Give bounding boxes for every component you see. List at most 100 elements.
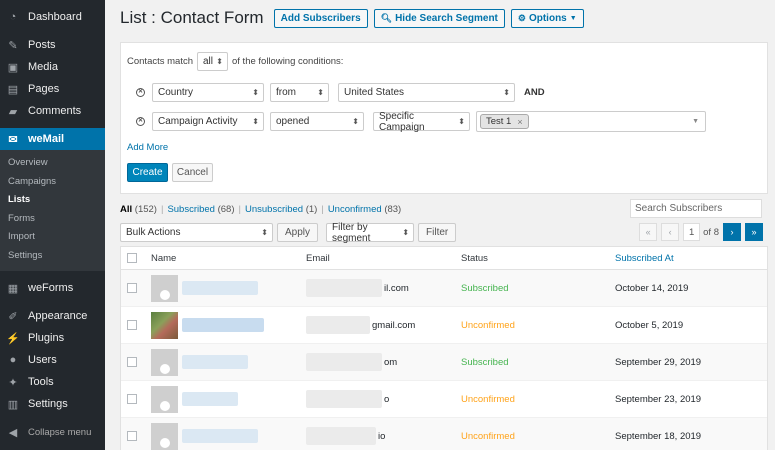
select-caret-icon: ⬍ bbox=[252, 88, 259, 97]
table-row: gmail.com Unconfirmed October 5, 2019 bbox=[121, 307, 767, 344]
subscriber-name[interactable] bbox=[151, 385, 306, 413]
subscriber-name[interactable] bbox=[151, 422, 306, 450]
row-checkbox[interactable] bbox=[127, 394, 137, 404]
condition-value-select[interactable]: Specific Campaign ⬍ bbox=[373, 111, 470, 133]
submenu-settings[interactable]: Settings bbox=[8, 249, 43, 261]
status-label: Subscribed bbox=[461, 356, 509, 368]
row-checkbox[interactable] bbox=[127, 357, 137, 367]
blurred-name bbox=[182, 318, 264, 332]
filter-unconfirmed[interactable]: Unconfirmed (83) bbox=[327, 204, 402, 215]
condition-operator-select[interactable]: opened ⬍ bbox=[270, 112, 364, 131]
subscriber-name[interactable] bbox=[151, 348, 306, 376]
menu-dashboard[interactable]: ◔ Dashboard bbox=[0, 6, 105, 28]
condition-field-select[interactable]: Country ⬍ bbox=[152, 83, 264, 102]
pages-icon: ▤ bbox=[7, 83, 19, 96]
blurred-email bbox=[306, 353, 382, 371]
subscriber-email: om bbox=[306, 353, 461, 371]
menu-users[interactable]: ● Users bbox=[0, 349, 105, 371]
search-icon: 🔍︎ bbox=[380, 12, 393, 23]
subscriber-name[interactable] bbox=[151, 311, 306, 339]
condition-value-select[interactable]: United States ⬍ bbox=[338, 83, 515, 102]
select-caret-icon: ⬍ bbox=[352, 117, 359, 126]
blurred-email bbox=[306, 316, 370, 334]
condition-row: ✕ Country ⬍ from ⬍ United States ⬍ AND bbox=[136, 83, 545, 102]
menu-plugins[interactable]: ⚡ Plugins bbox=[6, 332, 65, 345]
menu-wemail[interactable]: ✉ weMail bbox=[0, 128, 105, 150]
admin-sidebar: ◔ Dashboard ✎ Posts ▣ Media ▤ Pages ▰ Comment… bbox=[0, 0, 105, 450]
remove-condition-icon[interactable]: ✕ bbox=[136, 88, 145, 97]
pagination: « ‹ 1 of 8 › » bbox=[635, 223, 763, 241]
match-condition-row: Contacts match all ⬍ of the following con… bbox=[127, 52, 343, 71]
filter-button[interactable]: Filter bbox=[418, 223, 457, 242]
main-content: List : Contact Form Add Subscribers 🔍︎ Hi… bbox=[105, 0, 775, 450]
select-caret-icon: ⬍ bbox=[216, 57, 223, 66]
prev-page-button[interactable]: ‹ bbox=[661, 223, 680, 241]
menu-tools[interactable]: ✦ Tools bbox=[0, 371, 105, 393]
current-page-input[interactable]: 1 bbox=[683, 223, 701, 241]
menu-settings[interactable]: ▥ Settings bbox=[7, 398, 68, 411]
submenu-lists[interactable]: Lists bbox=[8, 194, 31, 205]
collapse-menu-button[interactable]: ◀ Collapse menu bbox=[0, 421, 105, 443]
collapse-icon: ◀ bbox=[8, 426, 18, 439]
remove-condition-icon[interactable]: ✕ bbox=[136, 117, 145, 126]
subscriber-email: o bbox=[306, 390, 461, 408]
mail-icon: ✉ bbox=[8, 133, 18, 146]
cancel-button[interactable]: Cancel bbox=[172, 163, 213, 182]
filter-subscribed[interactable]: Subscribed (68) bbox=[167, 204, 235, 215]
match-type-select[interactable]: all ⬍ bbox=[197, 52, 228, 71]
row-checkbox[interactable] bbox=[127, 431, 137, 441]
media-icon: ▣ bbox=[7, 61, 19, 74]
status-label: Unconfirmed bbox=[461, 430, 515, 442]
subscriber-name[interactable] bbox=[151, 274, 306, 302]
subscribed-date: September 23, 2019 bbox=[615, 393, 702, 405]
blurred-email bbox=[306, 427, 376, 445]
table-row: om Subscribed September 29, 2019 bbox=[121, 344, 767, 381]
remove-tag-icon[interactable]: × bbox=[517, 116, 523, 127]
select-all-checkbox[interactable] bbox=[127, 253, 137, 263]
page-count: of 8 bbox=[703, 226, 719, 238]
campaign-tag: Test 1 × bbox=[480, 114, 529, 129]
options-button[interactable]: ⚙ Options ▼ bbox=[510, 8, 584, 28]
first-page-button[interactable]: « bbox=[639, 223, 658, 241]
submenu-forms[interactable]: Forms bbox=[8, 212, 35, 224]
submenu-campaigns[interactable]: Campaigns bbox=[8, 175, 57, 187]
page-title: List : Contact Form bbox=[120, 8, 264, 27]
chevron-down-icon: ▼ bbox=[569, 14, 577, 22]
campaign-multiselect[interactable]: Test 1 × ▼ bbox=[476, 111, 706, 132]
menu-media[interactable]: ▣ Media bbox=[7, 61, 58, 74]
submenu-import[interactable]: Import bbox=[8, 231, 35, 242]
blurred-name bbox=[182, 429, 258, 443]
condition-operator-select[interactable]: from ⬍ bbox=[270, 83, 329, 102]
hide-search-segment-button[interactable]: 🔍︎ Hide Search Segment bbox=[373, 8, 505, 28]
last-page-button[interactable]: » bbox=[745, 223, 763, 241]
menu-posts[interactable]: ✎ Posts bbox=[0, 34, 105, 56]
apply-button[interactable]: Apply bbox=[277, 223, 319, 242]
blurred-email bbox=[306, 279, 382, 297]
status-label: Subscribed bbox=[461, 282, 509, 294]
add-more-link[interactable]: Add More bbox=[127, 142, 169, 153]
gear-icon: ⚙ bbox=[517, 12, 526, 23]
filter-unsubscribed[interactable]: Unsubscribed (1) bbox=[244, 204, 318, 215]
row-checkbox[interactable] bbox=[127, 283, 137, 293]
row-checkbox[interactable] bbox=[127, 320, 137, 330]
create-button[interactable]: Create bbox=[127, 163, 168, 182]
subscribed-date: October 14, 2019 bbox=[615, 282, 689, 294]
search-subscribers-input[interactable]: Search Subscribers bbox=[630, 199, 762, 218]
menu-weforms[interactable]: ▦ weForms bbox=[7, 282, 74, 295]
condition-row: ✕ Campaign Activity ⬍ opened ⬍ Specific Ca… bbox=[136, 111, 706, 133]
menu-comments[interactable]: ▰ Comments bbox=[0, 100, 105, 122]
next-page-button[interactable]: › bbox=[723, 223, 741, 241]
condition-field-select[interactable]: Campaign Activity ⬍ bbox=[152, 112, 264, 131]
menu-pages[interactable]: ▤ Pages bbox=[7, 83, 60, 96]
add-subscribers-button[interactable]: Add Subscribers bbox=[273, 8, 368, 28]
menu-appearance[interactable]: ✐ Appearance bbox=[0, 305, 105, 327]
bulk-actions-select[interactable]: Bulk Actions ⬍ bbox=[120, 223, 273, 242]
filter-all[interactable]: All (152) bbox=[120, 204, 157, 215]
and-label: AND bbox=[524, 87, 545, 98]
select-caret-icon: ⬍ bbox=[261, 228, 268, 237]
dashboard-icon: ◔ bbox=[9, 11, 17, 23]
select-caret-icon: ⬍ bbox=[252, 117, 259, 126]
submenu-overview[interactable]: Overview bbox=[8, 157, 48, 168]
segment-filter-select[interactable]: Filter by segment ⬍ bbox=[326, 222, 415, 244]
column-subscribed-at[interactable]: Subscribed At bbox=[615, 252, 674, 264]
